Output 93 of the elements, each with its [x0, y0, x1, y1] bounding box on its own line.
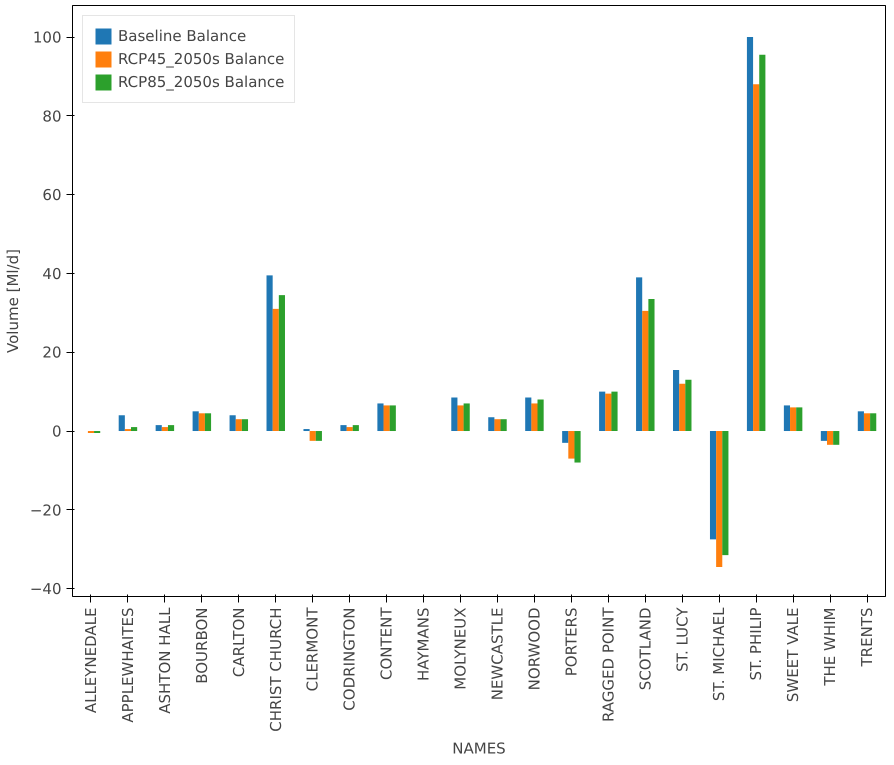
x-tick-label: NEWCASTLE — [488, 607, 506, 700]
bar — [679, 384, 686, 432]
bar — [384, 405, 390, 432]
bar — [488, 417, 494, 432]
bar — [457, 405, 464, 432]
x-tick-label: MOLYNEUX — [452, 607, 470, 690]
x-axis-title: NAMES — [452, 740, 506, 758]
bar — [236, 419, 242, 432]
bar — [346, 427, 353, 432]
y-tick-label: −20 — [30, 501, 62, 520]
x-tick-label: ST. PHILIP — [747, 608, 766, 681]
y-tick-label: −40 — [30, 580, 62, 598]
x-tick-label: HAYMANS — [414, 608, 433, 681]
y-tick-label: 40 — [42, 264, 62, 283]
x-tick-label: APPLEWHAITES — [118, 607, 137, 723]
x-tick-label: NORWOOD — [525, 607, 544, 690]
bar — [759, 54, 766, 432]
x-tick-label: BOURBON — [192, 607, 211, 684]
x-tick-label: ST. LUCY — [673, 606, 692, 672]
bar — [574, 431, 581, 463]
bar — [316, 431, 322, 441]
y-tick-label: 80 — [42, 107, 62, 126]
bar — [451, 398, 458, 432]
x-tick-label: PORTERS — [562, 607, 580, 676]
x-tick-label: ST. MICHAEL — [710, 606, 728, 702]
bar — [242, 419, 248, 432]
bar — [858, 411, 864, 432]
bar — [599, 392, 606, 432]
bar — [531, 403, 538, 432]
bar — [162, 427, 168, 432]
bar — [464, 403, 470, 432]
bar — [352, 425, 359, 432]
bar — [784, 405, 790, 432]
bar — [673, 370, 680, 432]
bar — [710, 431, 716, 540]
legend-label: RCP85_2050s Balance — [118, 73, 284, 91]
bar — [611, 392, 618, 432]
bar — [568, 431, 574, 459]
bar — [377, 403, 384, 432]
bar — [500, 419, 507, 432]
x-tick-label: SCOTLAND — [636, 607, 654, 690]
bar — [753, 84, 760, 432]
bar — [310, 431, 316, 441]
bar — [796, 407, 802, 432]
y-tick-label: 0 — [52, 422, 62, 441]
bar — [833, 431, 840, 445]
bar — [605, 394, 612, 432]
x-tick-label: CODRINGTON — [340, 607, 359, 711]
legend-label: RCP45_2050s Balance — [118, 50, 284, 68]
bar — [192, 411, 199, 432]
bar — [826, 431, 834, 445]
x-tick-label: ASHTON HALL — [156, 606, 174, 714]
bar — [642, 310, 648, 432]
bar — [636, 277, 642, 432]
x-tick-label: SWEET VALE — [784, 607, 802, 702]
y-axis-title: Volume [Ml/d] — [4, 249, 22, 353]
bar — [746, 37, 754, 432]
bar — [790, 407, 796, 432]
y-tick-label: 60 — [42, 186, 62, 204]
x-tick-label: CONTENT — [378, 606, 396, 680]
bar — [864, 413, 870, 432]
bar — [870, 413, 876, 432]
x-tick-label: CARLTON — [230, 608, 248, 678]
bar — [168, 425, 174, 432]
bar — [266, 275, 273, 432]
bar — [278, 295, 285, 432]
bar — [538, 400, 544, 432]
x-tick-label: RAGGED POINT — [599, 606, 618, 722]
bar — [204, 413, 212, 432]
bar — [390, 405, 396, 432]
bar — [340, 425, 347, 432]
x-tick-label: THE WHIM — [821, 607, 840, 687]
bar — [156, 425, 162, 432]
x-tick-label: TRENTS — [858, 608, 876, 668]
bar — [525, 398, 532, 432]
bar — [118, 415, 125, 432]
y-tick-label: 20 — [42, 344, 62, 362]
bar — [648, 299, 655, 432]
bar — [272, 308, 279, 432]
x-tick-label: ALLEYNEDALE — [82, 607, 100, 714]
y-tick-label: 100 — [32, 28, 62, 47]
bar — [716, 431, 722, 567]
bar — [562, 431, 568, 443]
bar — [494, 419, 501, 432]
bar — [131, 427, 138, 432]
bar — [685, 380, 692, 432]
legend-label: Baseline Balance — [118, 27, 246, 45]
bar — [820, 431, 827, 441]
bar — [722, 431, 728, 556]
bar — [198, 413, 205, 432]
x-tick-label: CLERMONT — [304, 606, 322, 692]
x-tick-label: CHRIST CHURCH — [266, 607, 285, 732]
bar — [230, 415, 236, 432]
